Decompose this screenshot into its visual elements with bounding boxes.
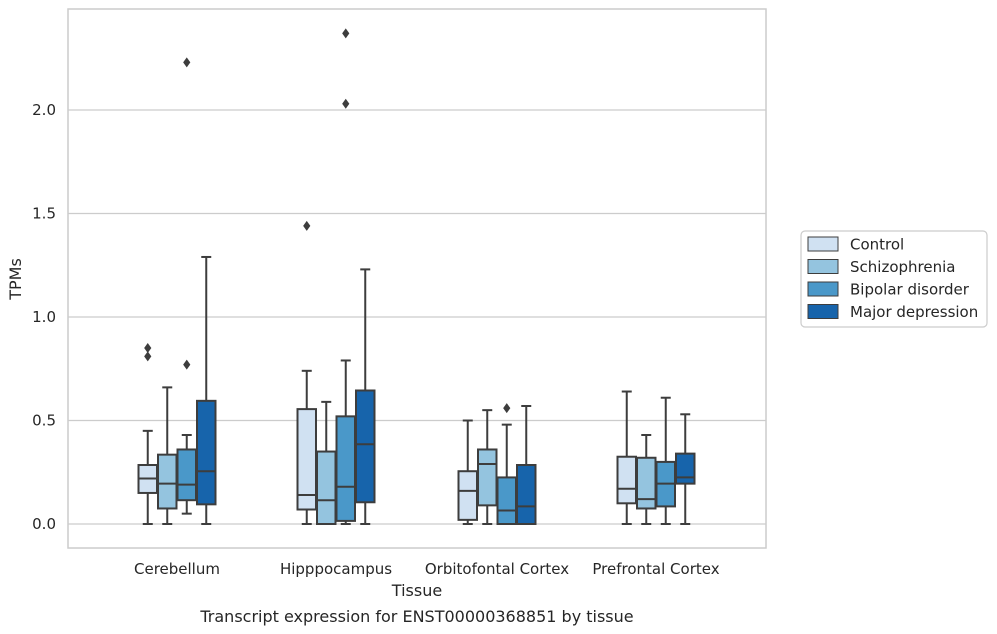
box-body: [196, 399, 217, 506]
outlier-point: [183, 359, 191, 370]
outlier-point: [342, 98, 350, 109]
box: [296, 220, 317, 525]
outlier-point: [303, 220, 311, 231]
box: [176, 57, 197, 515]
legend-label: Bipolar disorder: [850, 281, 970, 299]
boxes: [137, 28, 696, 526]
box-body: [496, 476, 517, 525]
x-tick-label: Orbitofontal Cortex: [425, 560, 569, 578]
box-body: [516, 464, 537, 526]
box-body: [355, 389, 376, 504]
box-body: [176, 448, 197, 502]
y-tick-label: 0.0: [32, 515, 56, 533]
box: [355, 268, 376, 525]
box: [137, 429, 158, 525]
legend-label: Major depression: [850, 303, 978, 321]
box: [636, 433, 657, 525]
box-body: [335, 415, 356, 522]
outlier-point: [144, 351, 152, 362]
plot-frame: [67, 8, 767, 549]
y-axis-label: TPMs: [6, 258, 25, 301]
chart-caption: Transcript expression for ENST0000036885…: [199, 607, 633, 626]
box: [335, 28, 356, 525]
legend: Control Schizophrenia Bipolar disorder Majo…: [800, 230, 988, 328]
box: [516, 405, 537, 526]
y-tick-label: 2.0: [32, 101, 56, 119]
box: [196, 255, 217, 525]
x-tick-label: Hipppocampus: [280, 560, 392, 578]
box-body: [636, 456, 657, 510]
outlier-point: [342, 28, 350, 39]
y-tick-label: 1.5: [32, 205, 56, 223]
outlier-point: [503, 403, 511, 414]
legend-frame: [800, 230, 988, 328]
box-body: [477, 448, 498, 507]
x-axis-label: Tissue: [391, 581, 442, 600]
box-body: [457, 470, 478, 521]
box-body: [616, 455, 637, 505]
y-tick-label: 1.0: [32, 308, 56, 326]
box: [457, 419, 478, 525]
box: [496, 403, 517, 525]
box-body: [157, 453, 178, 510]
legend-label: Control: [850, 236, 904, 254]
x-tick-label: Prefrontal Cortex: [592, 560, 719, 578]
legend-swatch: [807, 259, 839, 274]
legend-swatch: [807, 281, 839, 297]
box: [157, 386, 178, 525]
x-ticks: Cerebellum Hipppocampus Orbitofontal Corte…: [134, 560, 720, 578]
legend-swatch: [807, 304, 839, 319]
box: [477, 409, 498, 525]
legend-swatch: [807, 236, 839, 252]
y-ticks: 0.0 0.5 1.0 1.5 2.0: [32, 101, 56, 533]
box: [675, 413, 696, 525]
box-body: [316, 450, 337, 525]
outlier-point: [183, 57, 191, 68]
legend-label: Schizophrenia: [850, 258, 955, 276]
box-body: [675, 452, 696, 485]
y-tick-label: 0.5: [32, 412, 56, 430]
x-tick-label: Cerebellum: [134, 560, 220, 578]
box: [616, 390, 637, 525]
box: [655, 396, 676, 525]
outlier-point: [144, 343, 152, 354]
